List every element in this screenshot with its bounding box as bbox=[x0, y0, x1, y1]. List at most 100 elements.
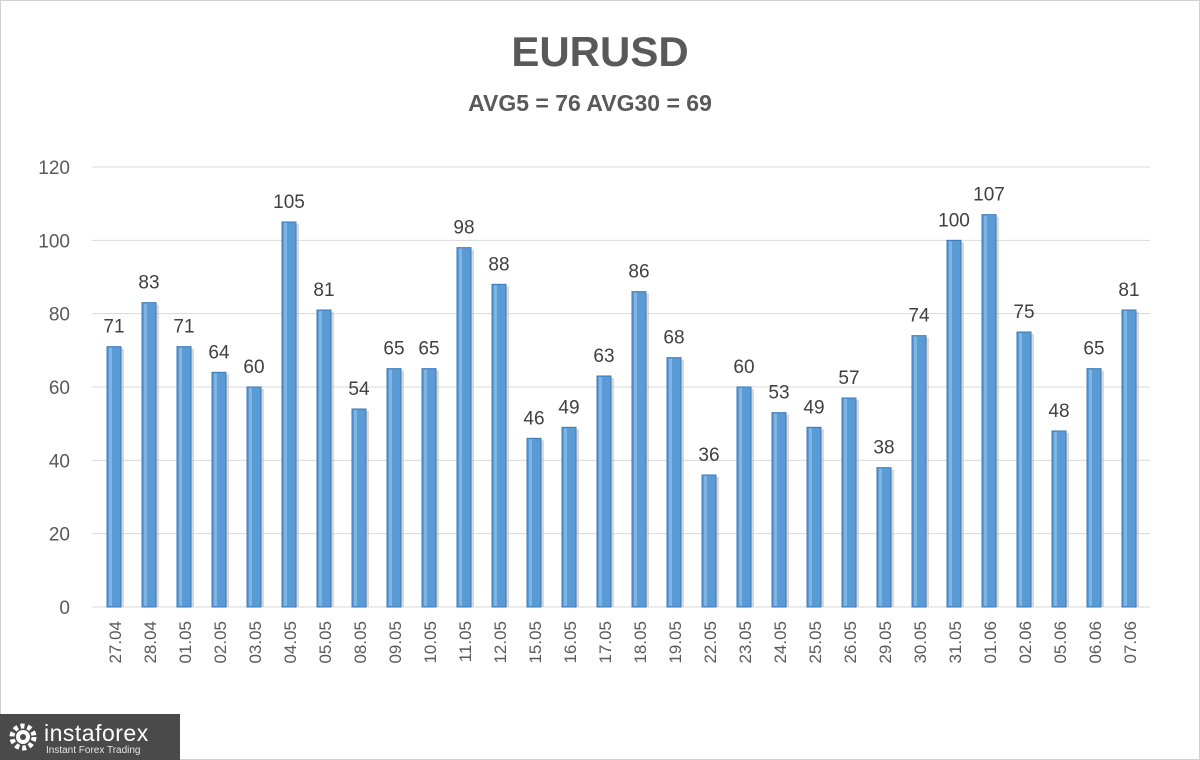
x-tick-label: 01.05 bbox=[176, 621, 195, 664]
bar-highlight bbox=[389, 369, 392, 606]
data-label: 98 bbox=[453, 218, 474, 239]
x-tick-label: 22.05 bbox=[701, 621, 720, 664]
data-label: 46 bbox=[523, 408, 544, 429]
bar-highlight bbox=[739, 388, 742, 606]
x-tick-label: 08.05 bbox=[351, 621, 370, 664]
bar-highlight bbox=[179, 347, 182, 606]
bar-highlight bbox=[809, 428, 812, 606]
bar-highlight bbox=[1019, 333, 1022, 606]
instaforex-logo: instaforex Instant Forex Trading bbox=[0, 714, 180, 760]
bar-highlight bbox=[284, 223, 287, 606]
bars bbox=[106, 214, 1139, 608]
data-label: 64 bbox=[208, 342, 230, 363]
gear-icon bbox=[9, 723, 37, 751]
bar-highlight bbox=[494, 285, 497, 606]
data-label: 74 bbox=[908, 306, 930, 327]
x-tick-label: 29.05 bbox=[876, 621, 895, 664]
y-tick-label: 40 bbox=[49, 451, 70, 472]
bar-highlight bbox=[1124, 311, 1127, 606]
data-label: 63 bbox=[593, 346, 614, 367]
x-tick-label: 11.05 bbox=[456, 621, 475, 662]
x-axis-ticks: 27.04 28.04 01.05 02.05 03.05 04.05 05.05 08.05… bbox=[106, 621, 1140, 664]
data-label: 49 bbox=[803, 397, 824, 418]
bar-highlight bbox=[144, 303, 147, 606]
x-tick-label: 23.05 bbox=[736, 621, 755, 664]
x-tick-label: 04.05 bbox=[281, 621, 300, 664]
x-tick-label: 02.05 bbox=[211, 621, 230, 664]
bar-highlight bbox=[914, 336, 917, 606]
bar-highlight bbox=[1089, 369, 1092, 606]
x-tick-label: 28.04 bbox=[141, 621, 160, 664]
bar-highlight bbox=[319, 311, 322, 606]
bar-highlight bbox=[634, 292, 637, 606]
x-tick-label: 24.05 bbox=[771, 621, 790, 664]
data-label: 49 bbox=[558, 397, 579, 418]
data-label: 71 bbox=[103, 317, 124, 338]
bar-highlight bbox=[704, 476, 707, 606]
bar-highlight bbox=[214, 373, 217, 606]
data-label: 48 bbox=[1048, 401, 1069, 422]
bar-highlight bbox=[844, 399, 847, 606]
bar-highlight bbox=[459, 248, 462, 606]
data-label: 53 bbox=[768, 383, 789, 404]
data-label: 105 bbox=[273, 192, 305, 213]
y-tick-label: 60 bbox=[49, 378, 70, 399]
x-tick-label: 26.05 bbox=[841, 621, 860, 664]
data-label: 71 bbox=[173, 317, 194, 338]
bar-highlight bbox=[109, 347, 112, 606]
data-label: 86 bbox=[628, 262, 649, 283]
x-tick-label: 12.05 bbox=[491, 621, 510, 664]
bar-highlight bbox=[564, 428, 567, 606]
data-label: 60 bbox=[733, 357, 754, 378]
x-tick-label: 02.06 bbox=[1016, 621, 1035, 664]
y-tick-label: 20 bbox=[49, 525, 70, 546]
x-tick-label: 07.06 bbox=[1121, 621, 1140, 664]
bar-highlight bbox=[354, 410, 357, 606]
bar-highlight bbox=[984, 215, 987, 606]
x-tick-label: 19.05 bbox=[666, 621, 685, 664]
data-label: 81 bbox=[1118, 280, 1139, 301]
x-tick-label: 17.05 bbox=[596, 621, 615, 664]
x-tick-label: 01.06 bbox=[981, 621, 1000, 664]
data-label: 57 bbox=[838, 368, 859, 389]
data-label: 83 bbox=[138, 273, 159, 294]
y-tick-label: 120 bbox=[38, 158, 70, 179]
logo-tagline: Instant Forex Trading bbox=[46, 745, 141, 756]
y-tick-label: 80 bbox=[49, 305, 70, 326]
chart-subtitle: AVG5 = 76 AVG30 = 69 bbox=[468, 90, 712, 116]
y-tick-label: 100 bbox=[38, 231, 70, 252]
data-label: 65 bbox=[418, 339, 439, 360]
data-labels: 71 83 71 64 60 105 81 54 65 65 98 88 46 49 63 86 68 36 60 5… bbox=[103, 185, 1139, 466]
data-label: 68 bbox=[663, 328, 684, 349]
bar-highlight bbox=[669, 358, 672, 606]
data-label: 54 bbox=[348, 379, 370, 400]
data-label: 100 bbox=[938, 210, 970, 231]
data-label: 81 bbox=[313, 280, 334, 301]
x-tick-label: 31.05 bbox=[946, 621, 965, 664]
x-tick-label: 25.05 bbox=[806, 621, 825, 664]
bar-highlight bbox=[774, 413, 777, 606]
data-label: 75 bbox=[1013, 302, 1034, 323]
bar-highlight bbox=[949, 241, 952, 607]
x-tick-label: 18.05 bbox=[631, 621, 650, 664]
data-label: 107 bbox=[973, 185, 1005, 206]
y-axis-ticks: 0 20 40 60 80 100 120 bbox=[38, 158, 70, 619]
logo-name: instaforex bbox=[44, 720, 149, 746]
data-label: 88 bbox=[488, 254, 509, 275]
x-tick-label: 30.05 bbox=[911, 621, 930, 664]
bar-highlight bbox=[879, 468, 882, 606]
bar-highlight bbox=[1054, 432, 1057, 606]
x-tick-label: 15.05 bbox=[526, 621, 545, 664]
x-tick-label: 27.04 bbox=[106, 621, 125, 664]
bar-highlight bbox=[424, 369, 427, 606]
bar-highlight bbox=[529, 439, 532, 606]
y-tick-label: 0 bbox=[59, 598, 70, 619]
x-tick-label: 05.06 bbox=[1051, 621, 1070, 664]
data-label: 38 bbox=[873, 438, 894, 459]
chart-title: EURUSD bbox=[511, 28, 689, 75]
x-tick-label: 09.05 bbox=[386, 621, 405, 664]
data-label: 65 bbox=[383, 339, 404, 360]
data-label: 65 bbox=[1083, 339, 1104, 360]
data-label: 36 bbox=[698, 445, 719, 466]
x-tick-label: 16.05 bbox=[561, 621, 580, 664]
